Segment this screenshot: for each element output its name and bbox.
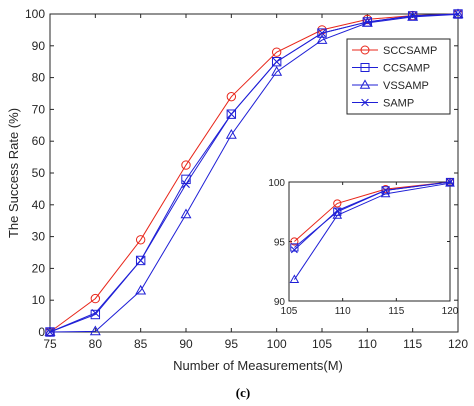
- inset-frame: [288, 181, 451, 302]
- data-point-vssamp: [316, 34, 328, 44]
- data-point-samp: [272, 57, 281, 66]
- data-point-sccsamp: [90, 293, 101, 304]
- legend: SCCSAMP CCSAMP VSSAMP SAMP: [346, 38, 451, 115]
- data-point-vssamp: [271, 66, 283, 76]
- inset-series-samp: [290, 178, 454, 254]
- legend-entry-ccsamp: CCSAMP: [352, 63, 430, 75]
- x-tick-label: 80: [89, 337, 103, 351]
- x-tick-label: 95: [225, 337, 239, 351]
- series-line-sccsamp: [49, 13, 459, 333]
- legend-label: CCSAMP: [383, 63, 430, 75]
- inset-data-point-sccsamp: [333, 199, 342, 208]
- x-tick-label: 90: [179, 337, 193, 351]
- inset-data-point-samp: [333, 207, 341, 215]
- inset-y-tick-label: 95: [274, 238, 286, 249]
- legend-entry-sccsamp: SCCSAMP: [352, 45, 437, 57]
- inset-series-vssamp: [289, 178, 455, 283]
- data-point-samp: [91, 308, 100, 317]
- data-point-vssamp: [89, 325, 101, 336]
- series-samp: [46, 10, 462, 336]
- inset-x-tick-label: 115: [388, 306, 404, 317]
- y-tick-label: 100: [25, 7, 45, 21]
- y-tick-label: 50: [32, 166, 46, 180]
- y-tick-label: 60: [32, 134, 46, 148]
- inset-series-line-sccsamp: [294, 181, 451, 242]
- x-tick-label: 85: [134, 337, 148, 351]
- x-tick-label: 105: [312, 337, 332, 351]
- legend-marker: [361, 98, 369, 107]
- data-point-vssamp: [180, 208, 192, 219]
- inset-data-point-vssamp: [332, 210, 343, 219]
- inset-x-tick-label: 120: [442, 306, 459, 317]
- x-tick-label: 110: [358, 337, 377, 351]
- data-point-samp: [318, 29, 326, 38]
- data-point-sccsamp: [271, 47, 282, 57]
- legend-entry-samp: SAMP: [352, 98, 414, 110]
- data-point-samp: [363, 17, 372, 26]
- legend-label: VSSAMP: [383, 80, 429, 92]
- data-point-sccsamp: [226, 91, 237, 102]
- data-point-sccsamp: [135, 235, 146, 245]
- y-tick-label: 10: [32, 293, 46, 307]
- x-tick-label: 75: [43, 337, 57, 351]
- main-series: [44, 8, 464, 337]
- series-line-vssamp: [49, 13, 459, 333]
- y-tick-label: 30: [32, 230, 46, 244]
- data-point-vssamp: [225, 128, 237, 139]
- inset-data-point-vssamp: [380, 188, 391, 198]
- y-tick-label: 40: [32, 198, 46, 212]
- x-tick-label: 120: [448, 337, 468, 351]
- figure-caption: (c): [236, 385, 250, 400]
- legend-marker: [359, 79, 371, 89]
- data-point-samp: [182, 180, 190, 189]
- legend-label: SCCSAMP: [383, 45, 437, 57]
- inset-series-line-vssamp: [293, 182, 451, 280]
- inset-data-point-samp: [446, 178, 454, 186]
- y-tick-label: 20: [32, 261, 46, 275]
- data-point-samp: [454, 10, 462, 18]
- inset-data-point-vssamp: [289, 274, 300, 283]
- inset-series-line-samp: [294, 181, 451, 251]
- data-point-ccsamp: [226, 109, 237, 119]
- y-tick-label: 70: [32, 102, 46, 116]
- inset-data-point-ccsamp: [290, 243, 299, 252]
- inset-data-point-samp: [382, 186, 390, 194]
- y-tick-label: 90: [32, 39, 46, 53]
- inset-x-tick-label: 110: [335, 306, 351, 317]
- y-tick-label: 80: [32, 71, 46, 85]
- inset-x-tick-label: 105: [281, 306, 298, 317]
- inset-plot: 105 110 115 120 90 95 100: [268, 177, 459, 317]
- data-point-samp: [408, 11, 417, 20]
- inset-data-point-sccsamp: [290, 237, 299, 246]
- data-point-ccsamp: [317, 28, 327, 38]
- data-point-vssamp: [135, 284, 147, 295]
- y-tick-label: 0: [38, 325, 45, 339]
- legend-label: SAMP: [383, 98, 414, 110]
- inset-data-point-samp: [290, 246, 298, 254]
- data-point-samp: [227, 110, 236, 119]
- data-point-ccsamp: [271, 57, 282, 67]
- legend-entry-vssamp: VSSAMP: [352, 79, 429, 92]
- data-point-ccsamp: [135, 255, 146, 266]
- x-tick-label: 115: [403, 337, 422, 351]
- x-tick-label: 100: [267, 337, 287, 351]
- y-axis-label: The Success Rate (%): [6, 108, 21, 238]
- data-point-vssamp: [452, 8, 464, 19]
- data-point-sccsamp: [181, 160, 191, 170]
- series-vssamp: [44, 8, 464, 336]
- legend-marker: [360, 45, 370, 55]
- x-axis-label: Number of Measurements(M): [173, 358, 343, 373]
- data-point-samp: [46, 328, 54, 336]
- data-point-samp: [136, 256, 145, 265]
- legend-marker: [360, 63, 370, 72]
- inset-y-tick-label: 90: [274, 297, 286, 308]
- inset-y-tick-label: 100: [268, 178, 285, 189]
- series-line-samp: [49, 13, 459, 333]
